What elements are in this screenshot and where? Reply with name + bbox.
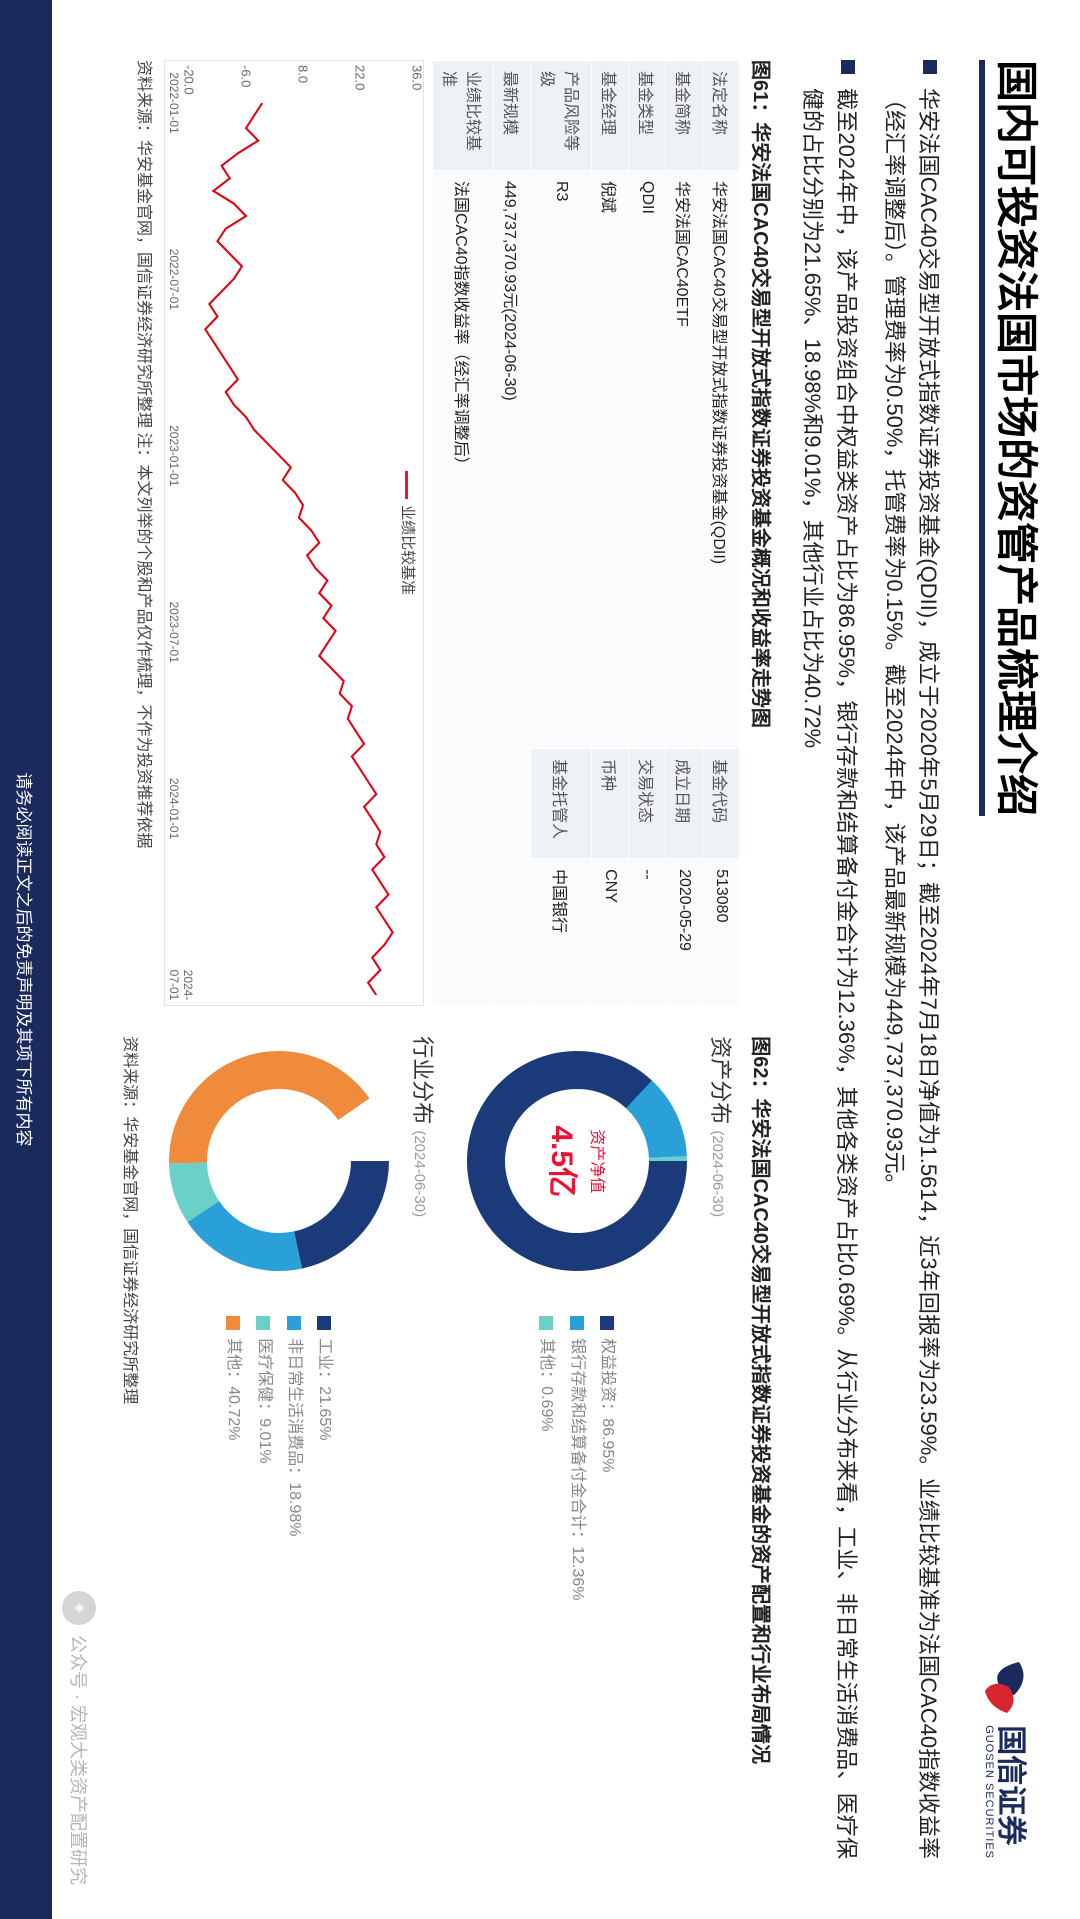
asset-heading: 资产分布 (2024-06-30) — [706, 1036, 738, 1859]
legend-item: 权益投资：86.95% — [592, 1316, 622, 1600]
legend-item: 非日常生活消费品：18.98% — [279, 1316, 309, 1536]
logo-icon — [979, 1657, 1029, 1717]
brand-name: 国信证券 — [995, 1725, 1025, 1859]
legend-item: 其他：0.69% — [531, 1316, 561, 1600]
footer-bar: 请务必阅读正文之后的免责声明及其项下所有内容 — [0, 0, 52, 1919]
fig62-source: 资料来源：华安基金官网，国信证券经济研究所整理 — [120, 1036, 154, 1859]
chart-legend: 业绩比较基准 — [398, 471, 419, 595]
asset-legend: 权益投资：86.95%银行存款和结算备付金合计：12.36%其他：0.69% — [531, 1316, 622, 1600]
fig61-source: 资料来源：华安基金官网，国信证券经济研究所整理 注：本文列举的个股和产品仅作梳理… — [134, 60, 164, 1006]
brand-logo: 国信证券 GUOSEN SECURITIES — [979, 1657, 1029, 1859]
bullet-1: 华安法国CAC40交易型开放式指数证券投资基金(QDII)，成立于2020年5月… — [877, 88, 945, 1859]
sector-donut — [154, 1036, 404, 1286]
fig62-title: 图62：华安法国CAC40交易型开放式指数证券投资基金的资产配置和行业布局情况 — [748, 1036, 777, 1859]
legend-item: 工业：21.65% — [309, 1316, 339, 1536]
legend-item: 其他：40.72% — [218, 1316, 248, 1536]
legend-item: 银行存款和结算备付金合计：12.36% — [561, 1316, 591, 1600]
fig61-title: 图61：华安法国CAC40交易型开放式指数证券投资基金概况和收益率走势图 — [748, 60, 777, 1006]
footer-text: 请务必阅读正文之后的免责声明及其项下所有内容 — [14, 773, 39, 1147]
header: 国内可投资法国市场的资管产品梳理介绍 国信证券 GUOSEN SECURITIE… — [969, 0, 1080, 1919]
figure-62: 图62：华安法国CAC40交易型开放式指数证券投资基金的资产配置和行业布局情况 … — [120, 1036, 777, 1859]
brand-sub: GUOSEN SECURITIES — [983, 1725, 995, 1859]
fund-info-table: 法定名称华安法国CAC40交易型开放式指数证券投资基金(QDII)基金代码513… — [432, 60, 740, 1006]
figure-61: 图61：华安法国CAC40交易型开放式指数证券投资基金概况和收益率走势图 法定名… — [120, 60, 777, 1006]
page-title: 国内可投资法国市场的资管产品梳理介绍 — [979, 60, 1050, 816]
sector-legend: 工业：21.65%非日常生活消费品：18.98%医疗保健：9.01%其他：40.… — [218, 1316, 340, 1536]
sector-heading: 行业分布 (2024-06-30) — [408, 1036, 440, 1859]
bullet-2: 截至2024年中，该产品投资组合中权益类资产占比为86.95%，银行存款和结算备… — [795, 88, 863, 1859]
wechat-watermark: ✦ 公众号 · 宏观大类资产配置研究 — [62, 1591, 96, 1885]
asset-donut: 资产净值 4.5亿 — [452, 1036, 702, 1286]
wechat-icon: ✦ — [62, 1591, 96, 1625]
body-text: 华安法国CAC40交易型开放式指数证券投资基金(QDII)，成立于2020年5月… — [795, 0, 969, 1919]
line-chart: 业绩比较基准 -20.0-6.08.022.036.02022-01-01202… — [164, 60, 424, 1006]
legend-item: 医疗保健：9.01% — [248, 1316, 278, 1536]
